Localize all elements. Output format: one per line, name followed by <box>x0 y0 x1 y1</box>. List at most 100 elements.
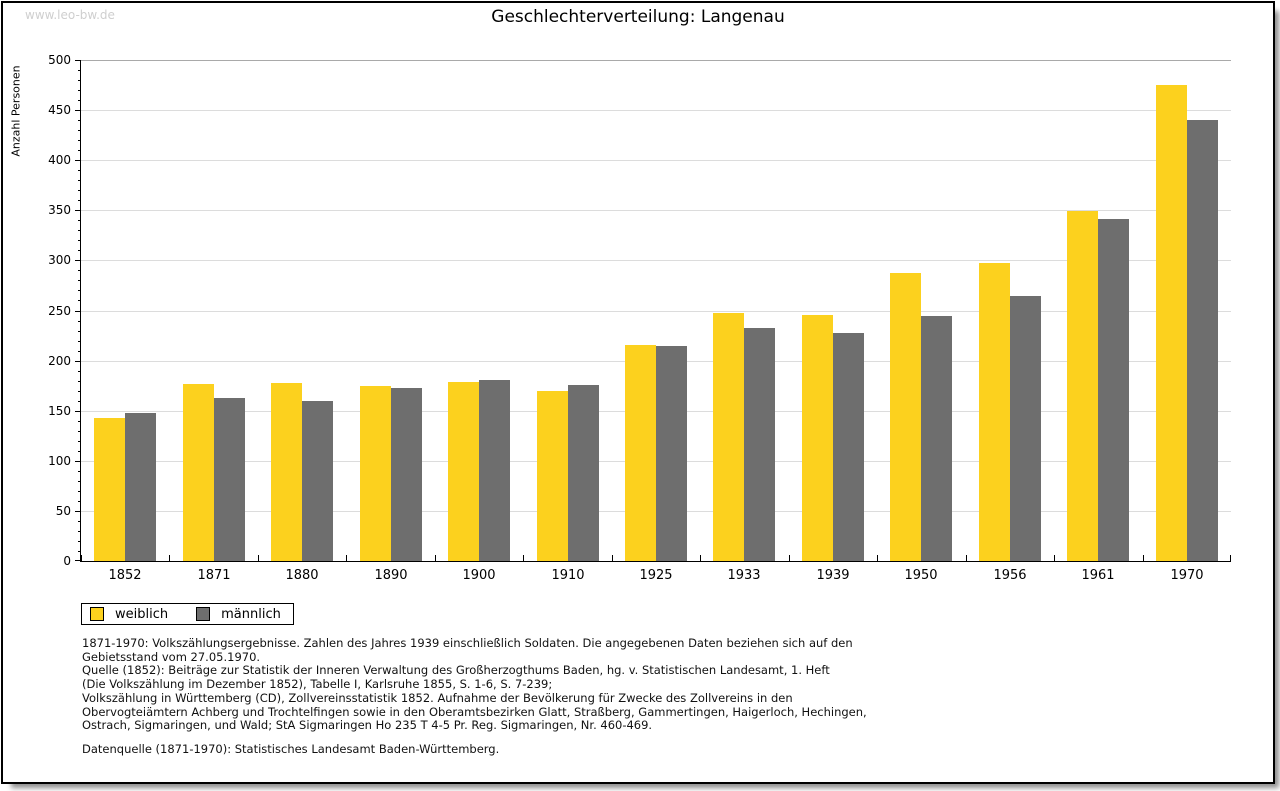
y-tick-label-400: 400 <box>48 153 71 168</box>
gridline-250 <box>81 310 1231 312</box>
bar-männlich-1910 <box>568 385 599 561</box>
gridline-500 <box>81 60 1231 61</box>
x-boundary-tick-2 <box>258 555 259 561</box>
bar-weiblich-1956 <box>979 263 1010 561</box>
y-minor-tick-340 <box>78 220 81 222</box>
bar-weiblich-1950 <box>890 273 921 561</box>
bar-weiblich-1880 <box>271 383 302 561</box>
y-minor-tick-80 <box>78 480 81 482</box>
y-minor-tick-410 <box>78 150 81 152</box>
y-major-tick-450 <box>75 110 81 112</box>
bar-männlich-1950 <box>921 316 952 561</box>
x-boundary-tick-10 <box>966 555 967 561</box>
y-minor-tick-420 <box>78 140 81 142</box>
y-minor-tick-440 <box>78 120 81 122</box>
legend-label-maennlich: männlich <box>221 606 281 622</box>
y-minor-tick-220 <box>78 340 81 342</box>
x-label-1852: 1852 <box>108 568 142 583</box>
y-minor-tick-380 <box>78 180 81 182</box>
footnote-line-2: Gebietsstand vom 27.05.1970. <box>82 649 261 664</box>
x-label-1939: 1939 <box>816 568 850 583</box>
y-major-tick-500 <box>75 60 81 61</box>
x-label-1950: 1950 <box>904 568 938 583</box>
gridline-400 <box>81 160 1231 162</box>
bar-männlich-1956 <box>1010 296 1041 561</box>
legend-label-weiblich: weiblich <box>115 606 169 622</box>
y-minor-tick-460 <box>78 100 81 102</box>
y-major-tick-100 <box>75 460 81 462</box>
y-minor-tick-160 <box>78 400 81 402</box>
x-label-1900: 1900 <box>462 568 496 583</box>
y-tick-label-500: 500 <box>48 53 71 67</box>
y-tick-label-200: 200 <box>48 353 71 368</box>
x-label-1890: 1890 <box>374 568 408 583</box>
bar-weiblich-1933 <box>713 313 744 561</box>
footnote-line-1: 1871-1970: Volkszählungsergebnisse. Zahl… <box>82 636 853 650</box>
y-major-tick-250 <box>75 310 81 312</box>
y-minor-tick-320 <box>78 240 81 242</box>
y-minor-tick-60 <box>78 500 81 502</box>
y-minor-tick-390 <box>78 170 81 172</box>
y-minor-tick-20 <box>78 540 81 542</box>
footnote-block: 1871-1970: Volkszählungsergebnisse. Zahl… <box>82 636 867 733</box>
weiblich-swatch <box>90 607 104 621</box>
y-minor-tick-120 <box>78 440 81 442</box>
bar-weiblich-1871 <box>183 384 214 561</box>
x-boundary-tick-6 <box>612 555 613 561</box>
y-minor-tick-170 <box>78 390 81 392</box>
x-boundary-tick-12 <box>1143 555 1144 561</box>
footnote-line-7: Ostrach, Sigmaringen, und Wald; StA Sigm… <box>82 718 653 733</box>
watermark-leo-bw: www.leo-bw.de <box>25 8 115 22</box>
y-minor-tick-480 <box>78 80 81 82</box>
maennlich-swatch <box>196 607 211 621</box>
x-boundary-tick-4 <box>435 555 436 561</box>
x-label-1956: 1956 <box>993 568 1027 583</box>
y-major-tick-200 <box>75 360 81 362</box>
y-major-tick-350 <box>75 210 81 212</box>
bar-weiblich-1961 <box>1067 211 1098 561</box>
y-tick-label-450: 450 <box>48 103 71 118</box>
x-boundary-tick-1 <box>169 555 170 561</box>
y-minor-tick-260 <box>78 300 81 302</box>
x-boundary-tick-7 <box>700 555 701 561</box>
bar-männlich-1890 <box>391 388 422 561</box>
y-major-tick-50 <box>75 510 81 512</box>
gridline-300 <box>81 260 1231 262</box>
y-major-tick-150 <box>75 410 81 412</box>
y-minor-tick-40 <box>78 520 81 522</box>
y-minor-tick-310 <box>78 250 81 252</box>
bar-männlich-1880 <box>302 401 333 561</box>
footnote-line-3: Quelle (1852): Beiträge zur Statistik de… <box>82 663 830 678</box>
y-minor-tick-280 <box>78 280 81 282</box>
plot-area: 0 50 100 150 200 250 300 350 400 450 500 1852 1871 18… <box>48 53 1231 583</box>
y-minor-tick-190 <box>78 370 81 372</box>
bar-männlich-1900 <box>479 380 510 561</box>
y-tick-label-300: 300 <box>48 253 71 268</box>
y-minor-tick-230 <box>78 330 81 332</box>
x-boundary-tick-3 <box>346 555 347 561</box>
page-title: Geschlechterverteilung: Langenau <box>491 7 785 27</box>
bar-männlich-1852 <box>125 413 156 561</box>
bar-weiblich-1939 <box>802 315 833 561</box>
y-tick-label-250: 250 <box>48 303 71 318</box>
legend: weiblich männlich <box>81 603 294 625</box>
x-boundary-tick-5 <box>523 555 524 561</box>
datasource-line: Datenquelle (1871-1970): Statistisches L… <box>82 742 500 756</box>
bar-männlich-1961 <box>1098 219 1129 561</box>
y-minor-tick-240 <box>78 320 81 322</box>
footnote-line-4: (Die Volkszählung im Dezember 1852), Tab… <box>82 677 553 692</box>
y-tick-label-150: 150 <box>48 403 71 418</box>
footnote-line-6: Obervogteiämtern Achberg und Trochtelfin… <box>82 704 867 719</box>
y-minor-tick-140 <box>78 420 81 422</box>
x-boundary-tick-11 <box>1054 555 1055 561</box>
y-minor-tick-90 <box>78 470 81 472</box>
x-boundary-tick-8 <box>789 555 790 561</box>
x-label-1961: 1961 <box>1081 568 1115 583</box>
y-minor-tick-130 <box>78 430 81 432</box>
y-minor-tick-430 <box>78 130 81 132</box>
x-boundary-tick-0 <box>81 555 82 561</box>
x-label-1871: 1871 <box>197 568 231 583</box>
y-minor-tick-290 <box>78 270 81 272</box>
x-label-1910: 1910 <box>551 568 585 583</box>
x-label-1933: 1933 <box>727 568 761 583</box>
